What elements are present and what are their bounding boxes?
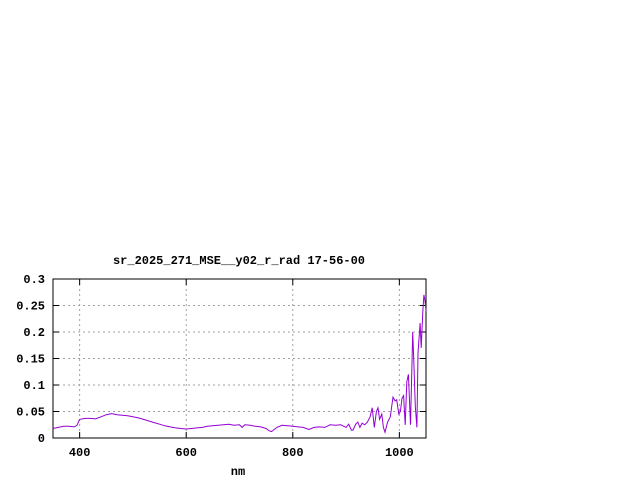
y-tick-label: 0 [38,432,45,446]
x-tick-label: 800 [282,446,304,460]
x-axis-label: nm [231,465,245,479]
y-tick-label: 0.05 [16,406,45,420]
series-group [52,294,427,434]
y-tick-label: 0.3 [23,273,45,287]
x-tick-label: 400 [69,446,91,460]
grid-lines [53,279,426,438]
y-tick-label: 0.1 [23,379,45,393]
y-tick-label: 0.2 [23,326,45,340]
axis-ticks: 0 0.05 0.1 0.15 0.2 0.25 0.3 400 600 800 1000 [16,273,426,460]
x-tick-label: 1000 [385,446,414,460]
series-line [52,294,427,434]
chart-title: sr_2025_271_MSE__y02_r_rad 17-56-00 [113,254,365,268]
x-tick-label: 600 [175,446,197,460]
y-tick-label: 0.25 [16,300,45,314]
y-tick-label: 0.15 [16,353,45,367]
